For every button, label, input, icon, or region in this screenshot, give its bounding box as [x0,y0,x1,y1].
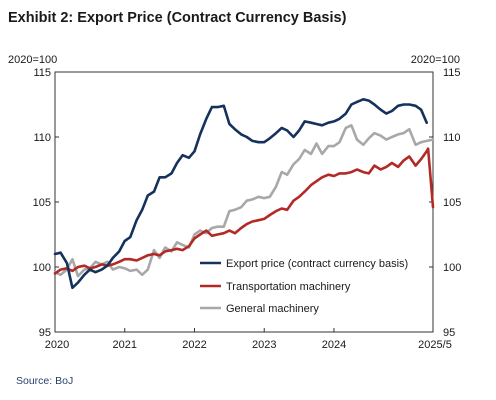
x-axis: 2020 2021 2022 2023 2024 2025/5 [45,328,452,351]
series-line-general-machinery [53,124,435,278]
x-tick-label: 2022 [182,339,206,351]
left-axis-unit: 2020=100 [8,54,57,66]
legend: Export price (contract currency basis) T… [200,258,408,315]
left-y-tick-label: 115 [33,67,51,79]
legend-item-general-machinery: General machinery [200,303,319,315]
legend-item-transportation-machinery: Transportation machinery [200,281,351,293]
left-y-tick-label: 110 [33,132,51,144]
right-y-tick-label: 110 [443,132,461,144]
right-axis-unit: 2020=100 [411,54,460,66]
left-y-tick-label: 105 [33,197,51,209]
left-y-axis: 95 100 105 110 115 [33,67,59,339]
right-y-tick-label: 100 [443,262,461,274]
legend-label-general-machinery: General machinery [226,303,319,315]
legend-label-transportation-machinery: Transportation machinery [226,281,351,293]
legend-item-export-price: Export price (contract currency basis) [200,258,408,270]
x-tick-label: 2021 [112,339,136,351]
series-layer [53,98,435,290]
series-line-transportation-machinery [53,147,435,275]
left-y-tick-label: 100 [33,262,51,274]
x-tick-label: 2025/5 [418,339,452,351]
left-y-tick-label: 95 [39,327,51,339]
right-y-tick-label: 105 [443,197,461,209]
series-line-export-price [53,98,428,290]
x-tick-label: 2024 [322,339,346,351]
legend-label-export-price: Export price (contract currency basis) [226,258,408,270]
x-tick-label: 2023 [252,339,276,351]
x-tick-label: 2020 [45,339,69,351]
right-y-tick-label: 115 [443,67,461,79]
right-y-axis: 95 100 105 110 115 [429,67,461,339]
chart-title: Exhibit 2: Export Price (Contract Curren… [8,10,347,26]
right-y-tick-label: 95 [443,327,455,339]
source-note: Source: BoJ [16,375,73,387]
